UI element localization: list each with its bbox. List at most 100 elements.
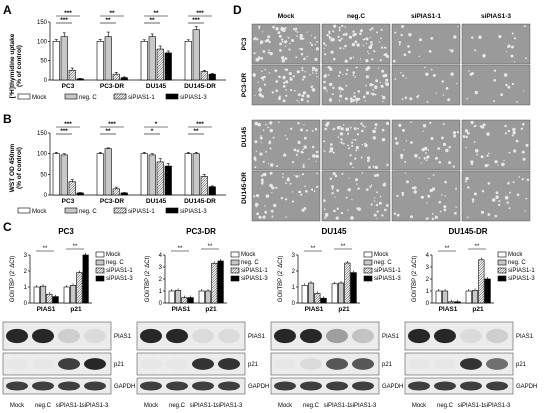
micro-cell (338, 86, 342, 91)
micro-cell (347, 132, 350, 135)
micro-cell (432, 74, 436, 77)
a-bar (200, 71, 208, 81)
blot-band (192, 358, 214, 370)
micro-cell (453, 134, 457, 138)
micro-cell (260, 57, 264, 60)
c-ylabel: GOI/TBP (2⁻ΔCt) (278, 256, 284, 302)
micro-cell (422, 130, 424, 132)
micro-cell (455, 187, 457, 190)
micro-cell (314, 43, 316, 46)
micro-cell (525, 143, 529, 147)
a-sig-label: ** (149, 17, 155, 24)
micro-cell (311, 69, 314, 72)
b-bar (96, 153, 104, 196)
micro-cell (258, 88, 262, 92)
micro-cell (338, 100, 341, 102)
c-bar (70, 285, 77, 304)
micro-cell (371, 58, 374, 61)
micro-cell (290, 127, 293, 130)
a-ytick-label: 0 (44, 78, 48, 84)
micro-cell (315, 72, 318, 75)
micro-cell (441, 194, 443, 196)
micro-cell (365, 75, 369, 79)
micro-cell (349, 126, 352, 129)
micro-cell (450, 72, 454, 76)
chart-a: 050100150PC3******PC3-DR****DU145****DU1… (17, 10, 226, 101)
micro-cell (369, 185, 372, 188)
micro-cell (331, 187, 334, 190)
micro-cell (270, 163, 274, 167)
micro-cell (282, 173, 284, 175)
c-legend-label: siPIAS1-1 (508, 268, 535, 274)
blot-band (58, 328, 80, 344)
micro-cell (324, 216, 327, 219)
micro-cell (353, 95, 356, 98)
b-bar (52, 153, 60, 196)
blot-band (84, 328, 106, 344)
blot-band (274, 381, 296, 391)
micro-cell (369, 28, 372, 31)
blot-band (218, 358, 240, 370)
micro-cell (310, 34, 312, 37)
blot-lane-label: neg.C (437, 403, 454, 409)
micro-cell (456, 131, 459, 134)
micro-cell (512, 127, 516, 132)
micro-cell (272, 136, 275, 139)
a-bar (208, 73, 216, 81)
micro-cell (301, 66, 304, 69)
micro-cell (407, 45, 410, 48)
micro-cell (355, 149, 358, 152)
micro-cell (304, 185, 306, 188)
micro-cell (348, 177, 350, 179)
micrograph (321, 23, 391, 65)
micro-cell (294, 27, 298, 30)
micro-cell (253, 195, 256, 198)
micro-cell (482, 54, 486, 58)
micro-cell (516, 101, 518, 103)
micro-cell (336, 207, 339, 210)
c-legend-swatch (497, 267, 507, 274)
micro-cell (442, 94, 445, 96)
micro-cell (362, 44, 364, 47)
c-ytick-label: 4 (159, 253, 163, 259)
micro-cell (511, 45, 514, 49)
micro-cell (284, 68, 286, 71)
c-ytick-label: 3 (426, 265, 430, 271)
micro-cell (404, 161, 407, 163)
micro-cell (263, 172, 267, 177)
micro-cell (362, 124, 365, 127)
micro-cell (303, 57, 306, 61)
c-legend-label: siPIAS1-1 (106, 268, 133, 274)
micro-cell (493, 100, 495, 103)
ylabel-a-1: [³H]thymidine uptake (9, 33, 16, 98)
micro-cell (301, 94, 305, 98)
micro-cell (310, 43, 314, 47)
micro-cell (262, 79, 265, 81)
c-sig-label: ** (341, 244, 346, 250)
micro-cell (338, 39, 342, 42)
micro-cell (294, 30, 297, 32)
charts-c: PC3 GOI/TBP (2⁻ΔCt) 0 1 2 3 PIAS1 ** p21 ** Mock ne… (10, 227, 535, 313)
micro-cell (302, 151, 304, 154)
micro-cell (383, 46, 386, 49)
micro-row-label: PC3 (241, 37, 248, 50)
blot-band (486, 381, 508, 391)
b-sig-label: * (151, 128, 154, 135)
c-legend-swatch (95, 267, 105, 274)
micro-cell (303, 207, 307, 210)
c-legend-label: siPIAS1-3 (241, 276, 268, 282)
micro-cell (418, 157, 421, 159)
micro-cell (309, 74, 311, 76)
c-ytick-label: 2 (159, 277, 163, 283)
micro-cell (443, 205, 447, 209)
c-bar (307, 282, 315, 304)
b-category-label: DU145-DR (184, 198, 216, 205)
micro-cell (507, 182, 510, 185)
c-bar (76, 272, 83, 304)
a-legend-swatch (64, 93, 78, 100)
micro-cell (292, 75, 295, 78)
b-legend-swatch (17, 207, 31, 214)
a-legend-label: neg. C (79, 95, 97, 101)
micro-cell (479, 125, 482, 128)
c-ytick-label: 3 (159, 265, 163, 271)
